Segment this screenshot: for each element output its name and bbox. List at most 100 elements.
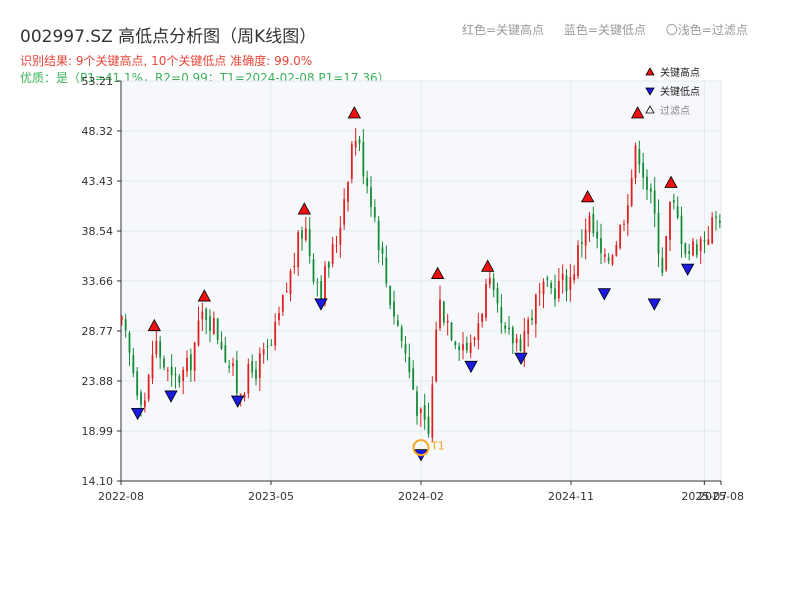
- key-low-marker: [647, 298, 662, 311]
- candle-body: [189, 354, 192, 371]
- candle-body: [274, 321, 277, 346]
- candle-body: [531, 317, 533, 321]
- candle-body: [626, 205, 629, 224]
- candle-body: [473, 337, 476, 341]
- candle-body: [527, 319, 530, 334]
- candle-body: [147, 375, 150, 400]
- candle-body: [159, 341, 162, 358]
- key-high-marker: [664, 175, 678, 188]
- candle-body: [423, 405, 426, 420]
- candle-body: [266, 346, 269, 348]
- candle-body: [554, 288, 556, 300]
- candle-body: [216, 318, 219, 340]
- candle-body: [132, 355, 135, 374]
- legend-marker: [645, 67, 655, 76]
- top-legend-blue: 蓝色=关键低点: [563, 23, 646, 37]
- legend-label: 过滤点: [660, 104, 690, 117]
- candle-body: [128, 332, 131, 353]
- candle-body: [454, 341, 457, 346]
- candle-body: [469, 342, 472, 353]
- y-tick-label: 28.77: [82, 325, 114, 338]
- candle-body: [301, 230, 303, 239]
- y-tick-label: 33.66: [82, 275, 114, 288]
- candle-body: [504, 325, 507, 329]
- key-low-marker: [514, 352, 528, 365]
- candle-body: [669, 202, 671, 240]
- candle-body: [186, 357, 188, 372]
- candle-body: [373, 207, 376, 218]
- key-high-marker: [197, 289, 212, 302]
- candle-body: [500, 307, 503, 323]
- candle-body: [247, 364, 250, 394]
- key-low-marker: [314, 298, 328, 311]
- candle-body: [293, 265, 296, 268]
- candle-body: [335, 245, 338, 247]
- candle-body: [695, 244, 698, 255]
- candle-body: [561, 273, 564, 280]
- candle-body: [508, 327, 510, 330]
- candle-body: [205, 309, 208, 321]
- candle-body: [523, 331, 526, 354]
- candle-body: [718, 220, 721, 223]
- candle-body: [124, 319, 127, 331]
- y-tick-label: 23.88: [82, 375, 114, 388]
- key-low-marker: [680, 263, 695, 276]
- candle-body: [370, 187, 372, 207]
- top-legend: 红色=关键高点 蓝色=关键低点 〇浅色=过滤点: [462, 21, 764, 38]
- candle-body: [657, 212, 660, 254]
- key-high-marker: [347, 106, 362, 119]
- candle-body: [389, 285, 392, 305]
- y-tick-label: 14.10: [82, 475, 114, 488]
- candle-body: [458, 346, 461, 351]
- candle-body: [285, 291, 288, 293]
- candle-body: [638, 149, 641, 165]
- candle-body: [120, 316, 123, 321]
- candle-body: [201, 311, 204, 320]
- candle-body: [477, 323, 480, 341]
- candle-body: [224, 345, 227, 363]
- candle-body: [557, 280, 560, 299]
- y-tick-label: 38.54: [82, 225, 114, 238]
- y-tick-label: 43.43: [82, 175, 114, 188]
- candle-body: [166, 370, 169, 372]
- candle-body: [358, 139, 361, 144]
- top-legend-red: 红色=关键高点: [462, 23, 545, 37]
- t1-label: T1: [430, 440, 445, 453]
- chart-title: 002997.SZ 高低点分析图（周K线图）: [20, 27, 317, 47]
- y-tick-label: 53.21: [82, 75, 114, 88]
- candle-body: [396, 320, 399, 326]
- candle-body: [546, 278, 549, 280]
- candle-body: [642, 162, 645, 178]
- candle-body: [646, 176, 648, 190]
- candle-body: [600, 237, 602, 254]
- candle-body: [220, 341, 223, 349]
- candle-body: [462, 344, 464, 351]
- candle-body: [485, 283, 487, 318]
- candle-body: [343, 199, 346, 225]
- candle-body: [140, 392, 142, 405]
- key-high-marker: [297, 202, 312, 215]
- candle-body: [715, 216, 717, 218]
- candle-body: [143, 400, 146, 408]
- t1-marker: [412, 439, 430, 457]
- key-high-marker: [430, 266, 445, 279]
- candle-body: [366, 177, 369, 187]
- candle-body: [381, 247, 384, 254]
- candle-body: [262, 349, 265, 355]
- candle-body: [630, 177, 633, 206]
- candle-body: [465, 342, 468, 351]
- candle-body: [270, 344, 273, 346]
- candle-body: [419, 409, 422, 414]
- key-low-marker: [130, 407, 145, 421]
- candle-body: [170, 366, 173, 376]
- candle-body: [431, 384, 434, 438]
- candle-body: [393, 301, 395, 317]
- candle-body: [603, 254, 606, 257]
- candle-body: [680, 215, 683, 245]
- candle-body: [496, 288, 499, 304]
- candle-body: [515, 338, 518, 343]
- candle-body: [416, 391, 418, 416]
- key-low-marker: [230, 395, 245, 408]
- candle-body: [584, 229, 587, 246]
